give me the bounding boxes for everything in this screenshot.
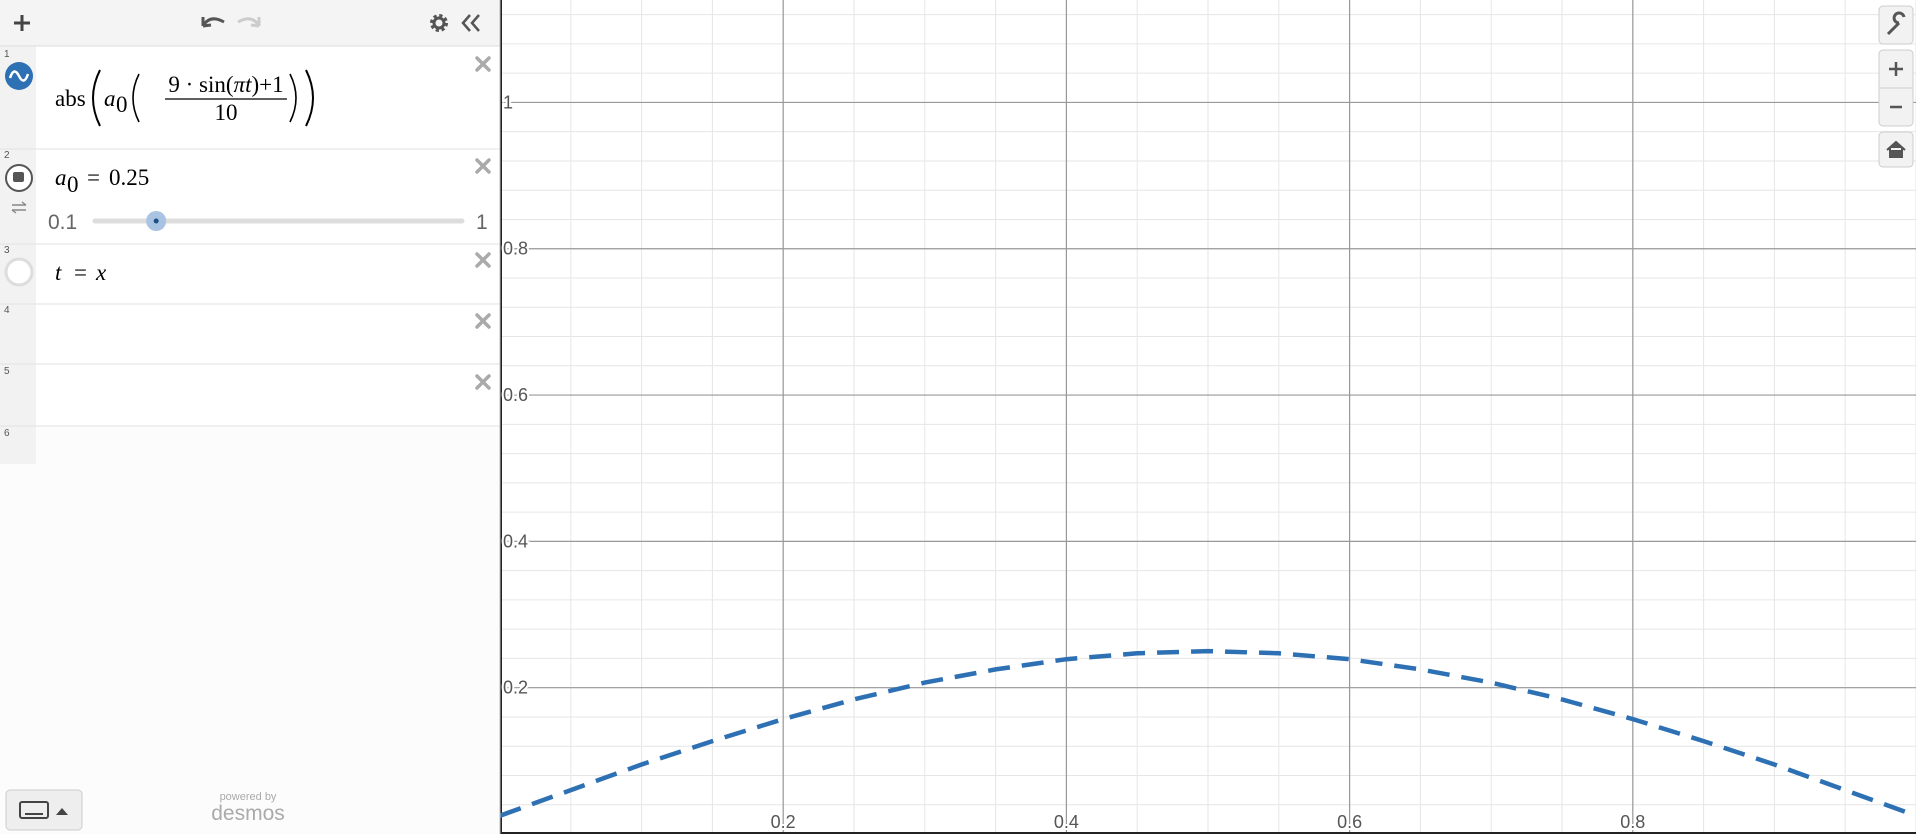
expression-number: 4 (4, 305, 10, 316)
home-button[interactable] (1878, 131, 1914, 168)
settings-wrench-button[interactable] (1878, 5, 1914, 45)
lhs: t (55, 260, 62, 285)
hand-glyph (13, 172, 24, 182)
paren (305, 69, 314, 127)
y-tick-label: 0.8 (503, 239, 528, 259)
powered-by: powered by (220, 791, 277, 803)
graph-paper[interactable]: 0.2 0.4 0.6 0.8 0.2 0.4 0.6 0.8 1 (499, 0, 1916, 834)
keyboard-button[interactable] (5, 789, 83, 831)
hidden-icon[interactable] (4, 257, 34, 287)
x-tick-label: 0.4 (1054, 812, 1079, 832)
numerator-part: 9 · sin( (168, 72, 233, 97)
wave-glyph (8, 70, 30, 82)
collapse-button[interactable] (461, 14, 480, 32)
numerator: 9 · sin(πt)+1 (168, 72, 283, 97)
expression-number: 1 (4, 49, 10, 60)
subscript: 0 (67, 172, 79, 197)
slider-value: 0.25 (109, 165, 149, 190)
x-tick-label: 0.2 (771, 812, 796, 832)
delete-button[interactable] (475, 374, 491, 390)
add-button[interactable] (14, 15, 30, 31)
rhs: x (95, 260, 107, 285)
zoom-buttons[interactable] (1878, 49, 1914, 127)
expression-number: 6 (4, 428, 10, 439)
paren (289, 73, 297, 123)
desmos-logo[interactable]: desmos (211, 802, 285, 825)
numerator-part: πt (234, 72, 253, 97)
slider-thumb-dot (153, 218, 159, 224)
delete-button[interactable] (475, 158, 491, 174)
y-tick-label: 0.6 (503, 385, 528, 405)
y-tick-label: 1 (503, 92, 513, 112)
slider-max[interactable]: 1 (476, 211, 488, 234)
redo-button[interactable] (237, 17, 261, 28)
function-name: abs (55, 86, 86, 111)
undo-button[interactable] (201, 17, 225, 28)
expression-number: 5 (4, 366, 10, 377)
expression-number: 2 (4, 150, 10, 161)
denominator: 10 (215, 100, 238, 125)
expression-panel: 1 abs a 0 9 · sin(πt)+1 10 2 a 0 = 0.25 … (0, 0, 501, 834)
equals: = (87, 165, 100, 190)
curve (499, 648, 1916, 818)
toolbar (0, 0, 500, 46)
numerator-part: )+1 (251, 72, 283, 97)
variable: a (55, 165, 67, 190)
equals: = (74, 260, 87, 285)
paren (132, 73, 140, 123)
list-background (0, 46, 500, 426)
delete-button[interactable] (475, 56, 491, 72)
delete-button[interactable] (475, 252, 491, 268)
loop-glyph (11, 201, 27, 214)
number-gutter (0, 46, 36, 464)
paren (92, 69, 101, 127)
graph-controls (1878, 5, 1914, 168)
variable: a (104, 86, 116, 111)
y-tick-label: 0.2 (503, 678, 528, 698)
x-tick-label: 0.6 (1337, 812, 1362, 832)
delete-button[interactable] (475, 313, 491, 329)
subscript: 0 (116, 92, 128, 117)
settings-button[interactable] (430, 14, 448, 32)
y-tick-label: 0.4 (503, 531, 528, 551)
x-tick-label: 0.8 (1620, 812, 1645, 832)
slider-min[interactable]: 0.1 (48, 211, 77, 234)
expression-number: 3 (4, 245, 10, 256)
